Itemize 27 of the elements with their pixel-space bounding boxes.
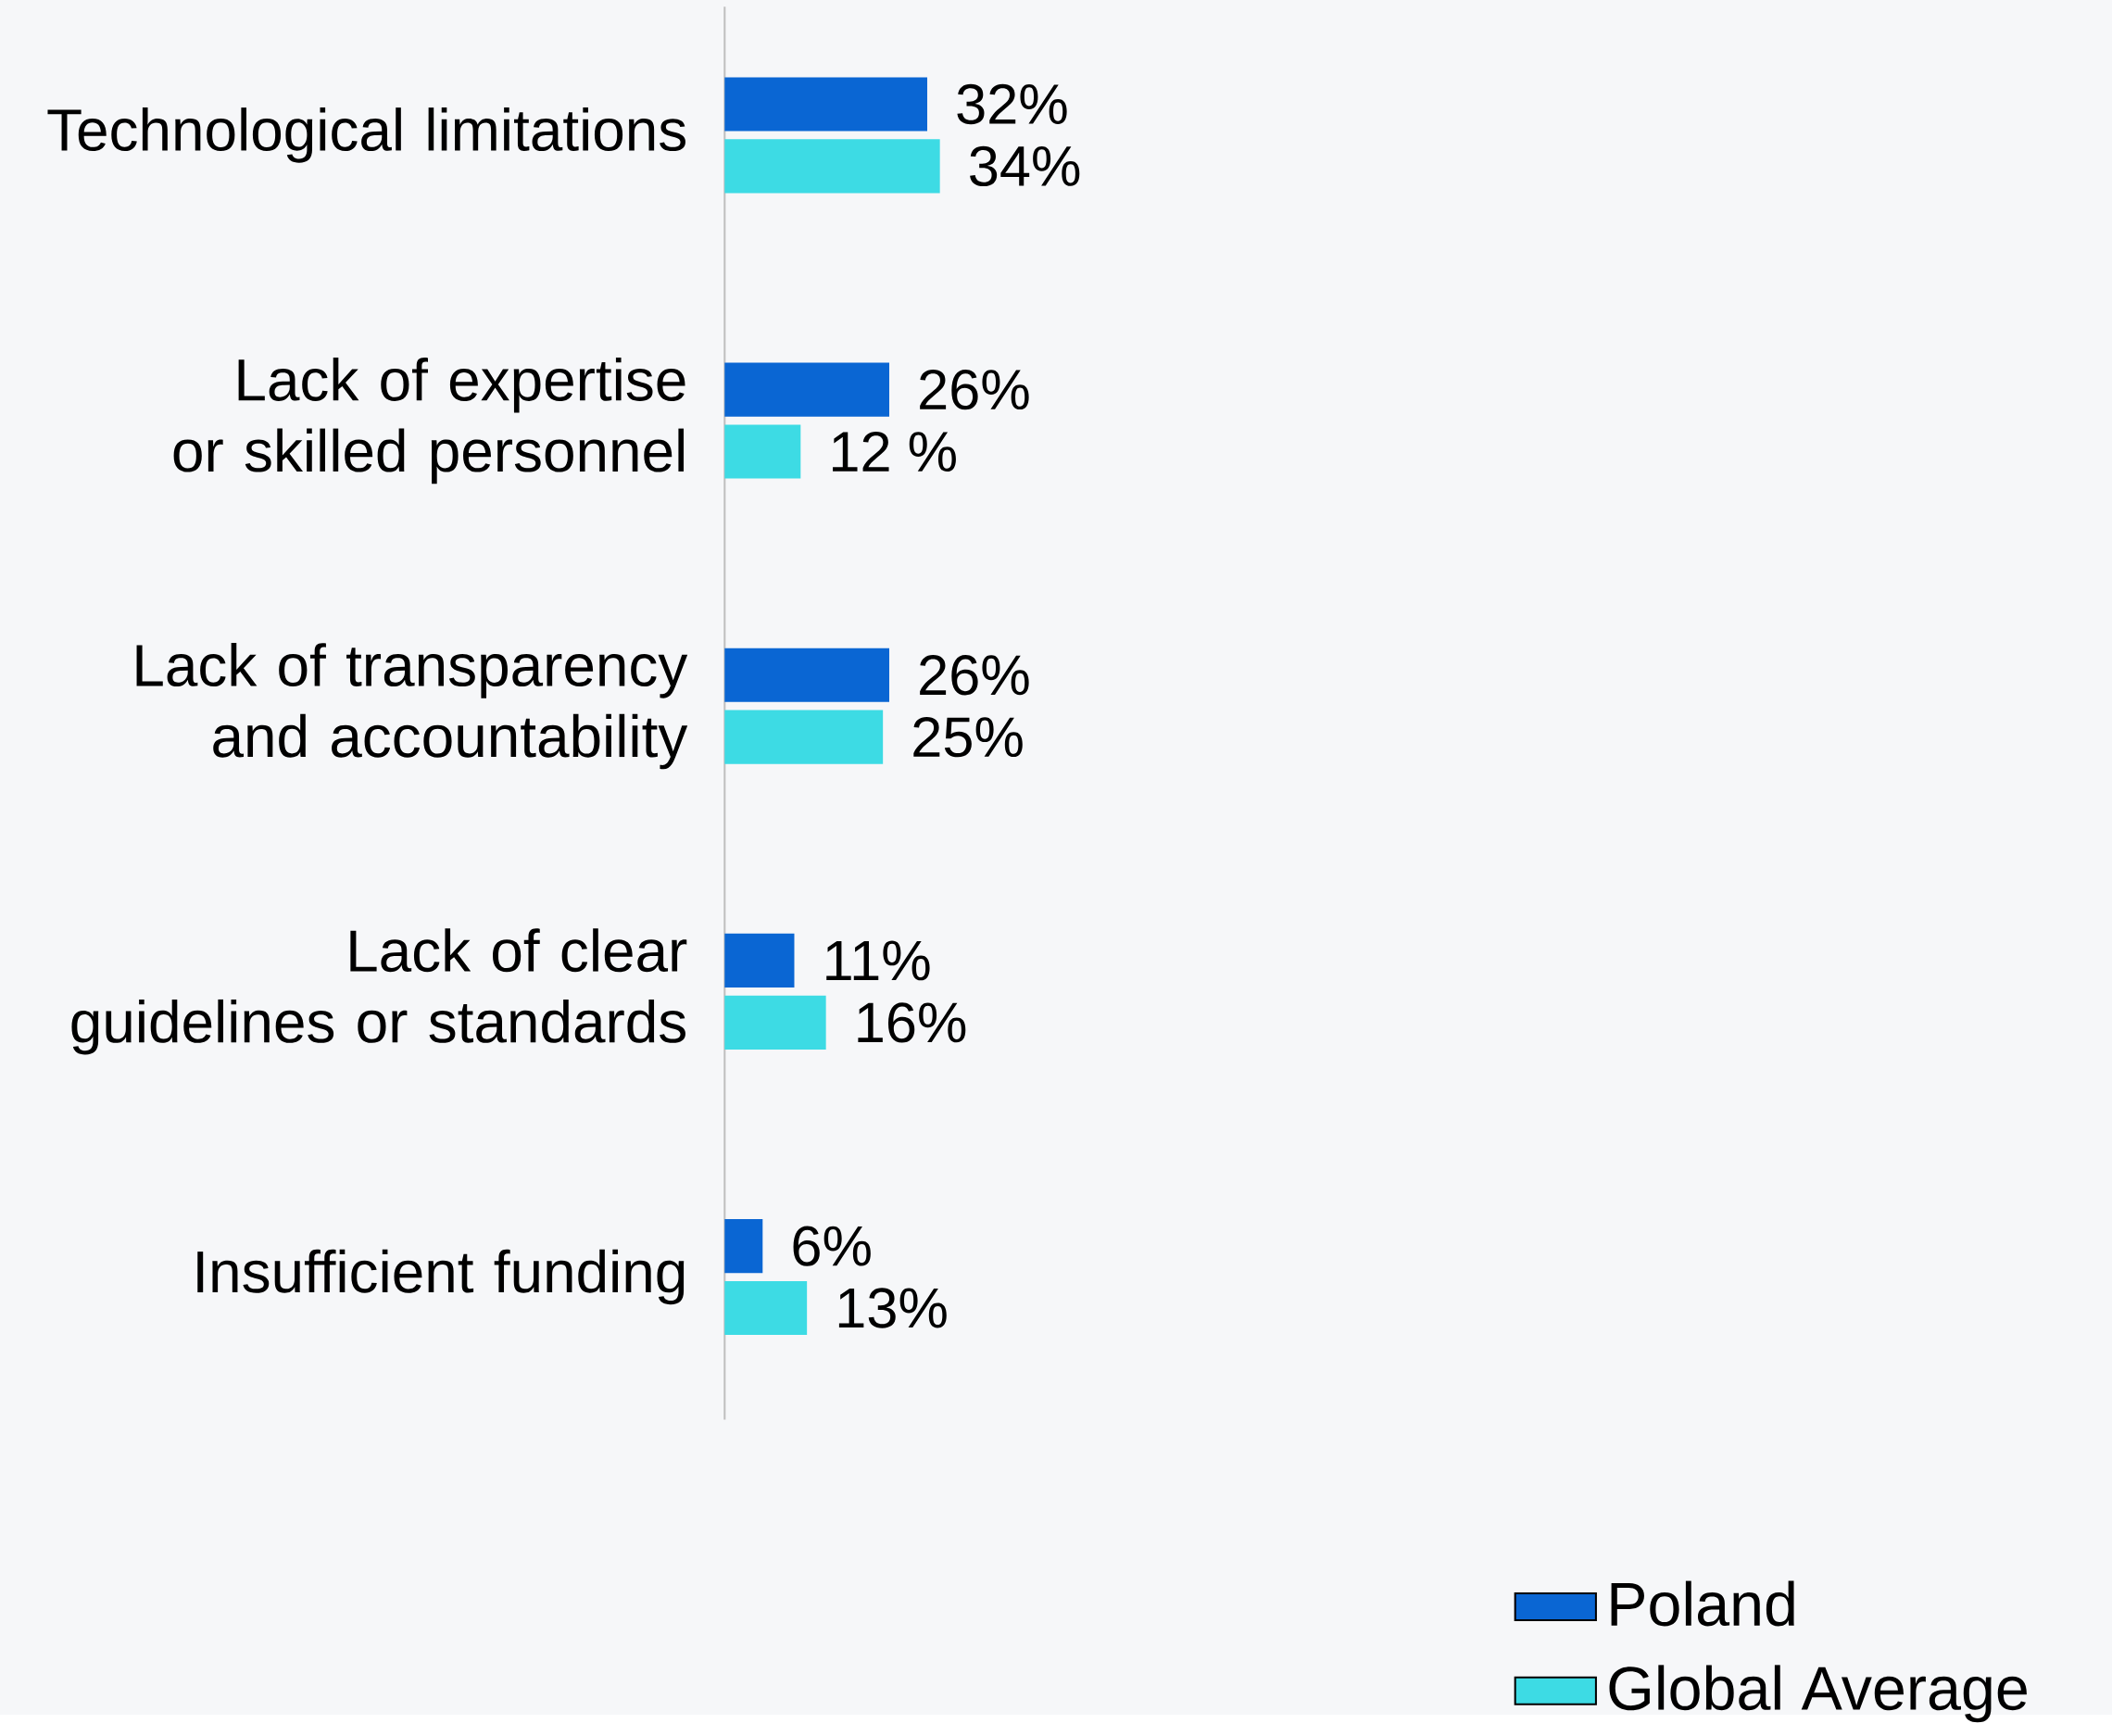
bar — [724, 710, 884, 764]
bar — [724, 934, 795, 988]
data-label: 13% — [838, 1288, 947, 1328]
y-tick-label: Technological limitations — [47, 107, 685, 163]
data-label: 32% — [957, 83, 1067, 125]
y-tick-label: Lack of expertise or skilled personnel — [173, 358, 685, 484]
legend-label: Poland — [1611, 1580, 1794, 1627]
legend-label: Global Average — [1609, 1665, 2027, 1723]
bar — [724, 139, 940, 194]
data-label: 34% — [970, 145, 1080, 187]
data-label: 16% — [858, 1002, 966, 1043]
y-tick-label: Lack of clear guidelines or standards — [71, 928, 687, 1055]
bar — [724, 1219, 763, 1274]
bar — [724, 995, 826, 1050]
bar — [724, 1281, 808, 1336]
bar — [724, 424, 801, 479]
y-tick-label: Insufficient funding — [197, 1249, 685, 1305]
data-label: 26% — [920, 655, 1029, 696]
data-label: 12 % — [833, 432, 956, 472]
data-label: 26% — [920, 370, 1029, 410]
bar — [724, 362, 889, 417]
bar — [724, 648, 889, 703]
data-label: 6% — [793, 1226, 871, 1266]
data-label: 11% — [826, 940, 930, 981]
data-label: 25% — [913, 717, 1023, 758]
bar — [724, 77, 927, 132]
y-tick-label: Lack of transparency and accountability — [136, 643, 688, 770]
